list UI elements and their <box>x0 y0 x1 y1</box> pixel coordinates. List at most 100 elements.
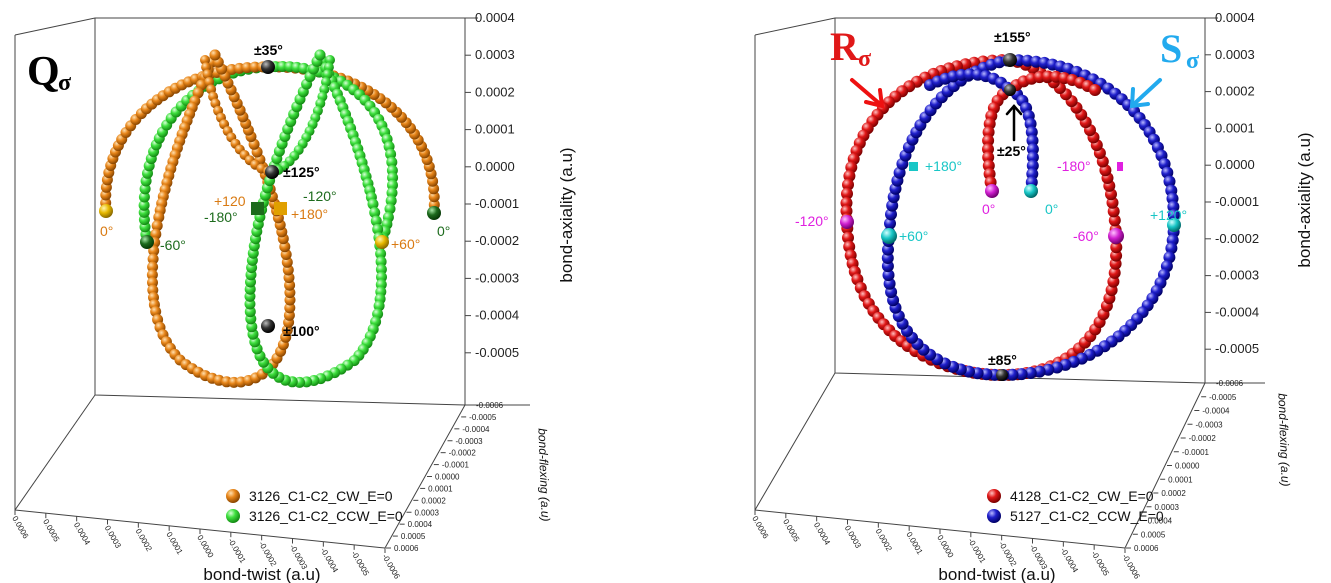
black-marker <box>261 60 275 74</box>
panel-left: Q σ ±35° ±125° ±100° 0° +60° +120 +180° … <box>10 10 576 583</box>
y-tick-label: 0.0006 <box>1134 544 1159 553</box>
annotation-black: ±85° <box>988 352 1017 368</box>
label-s-sub: σ <box>1186 48 1199 74</box>
x-tick-label: 0.0001 <box>164 530 184 556</box>
x-tick-label: -0.0004 <box>319 546 341 574</box>
z-tick-label: 0.0004 <box>1215 10 1255 25</box>
sphere-green <box>367 198 379 210</box>
z-tick-label: -0.0004 <box>1215 304 1259 319</box>
sphere-green <box>372 223 384 235</box>
annotation-green: -180° <box>204 209 238 225</box>
z-tick-label: 0.0000 <box>1215 157 1255 172</box>
y-tick-label: -0.0003 <box>456 437 484 446</box>
annotation-green: 0° <box>437 223 450 239</box>
z-tick-label: 0.0002 <box>1215 84 1255 99</box>
y-tick-label: -0.0003 <box>1196 420 1224 429</box>
darkgreen-marker <box>427 206 441 220</box>
legend-swatch <box>226 489 240 503</box>
legend-swatch <box>987 489 1001 503</box>
sphere-orange <box>202 69 213 80</box>
x-tick-label: 0.0002 <box>874 527 894 553</box>
annotation-green: -60° <box>160 237 186 253</box>
z-tick-label: 0.0000 <box>475 159 515 174</box>
sphere-blue <box>1165 242 1178 255</box>
x-axis-label: bond-twist (a.u) <box>203 565 320 583</box>
x-tick-label: 0.0004 <box>812 521 832 547</box>
y-axis-label: bond-flexing (a.u) <box>535 428 552 522</box>
z-tick-label: 0.0001 <box>1215 120 1255 135</box>
legend-label: 3126_C1-C2_CCW_E=0 <box>249 508 403 524</box>
black-marker <box>1003 53 1017 67</box>
panel-label-sub: σ <box>58 70 71 96</box>
black-marker <box>265 165 279 179</box>
annotation-cyan: +120° <box>1150 207 1187 223</box>
sphere-red <box>1110 249 1123 262</box>
annotation-black: ±100° <box>283 323 320 339</box>
markers-left <box>99 60 441 333</box>
y-tick-label: 0.0000 <box>435 473 460 482</box>
x-tick-label: 0.0000 <box>935 534 955 560</box>
z-tick-label: -0.0001 <box>1215 194 1259 209</box>
z-axis-ticks: 0.0004 0.0003 0.0002 0.0001 0.0000 -0.0001 -0.… <box>465 10 519 360</box>
legend-label: 4128_C1-C2_CW_E=0 <box>1010 488 1154 504</box>
yellow-marker <box>99 204 113 218</box>
z-tick-label: -0.0004 <box>475 308 519 323</box>
annotation-magenta: -180° <box>1057 158 1091 174</box>
z-tick-label: -0.0003 <box>475 270 519 285</box>
sphere-green <box>322 69 333 80</box>
sphere-orange <box>209 49 221 61</box>
sphere-orange <box>241 62 253 74</box>
x-axis-label: bond-twist (a.u) <box>938 565 1055 583</box>
sphere-orange <box>428 191 440 203</box>
sphere-orange <box>151 220 163 232</box>
x-tick-label: 0.0006 <box>750 515 770 541</box>
y-tick-label: 0.0001 <box>428 484 453 493</box>
panel-label-main: Q <box>27 49 60 95</box>
x-tick-label: 0.0002 <box>134 527 154 553</box>
y-tick-label: 0.0000 <box>1175 462 1200 471</box>
sphere-red <box>842 178 854 191</box>
arrow-black <box>1005 104 1023 142</box>
sphere-red <box>841 187 853 200</box>
z-tick-label: 0.0002 <box>475 84 515 99</box>
y-tick-label: -0.0004 <box>462 425 490 434</box>
y-tick-label: -0.0001 <box>1182 448 1210 457</box>
sphere-green <box>244 298 256 310</box>
black-marker <box>996 369 1008 381</box>
y-tick-label: -0.0006 <box>476 401 504 410</box>
z-tick-label: 0.0003 <box>1215 47 1255 62</box>
annotation-orange: 0° <box>100 223 113 239</box>
annotation-cyan: +60° <box>899 228 928 244</box>
z-tick-label: 0.0001 <box>475 122 515 137</box>
annotation-black: ±125° <box>283 164 320 180</box>
x-tick-label: -0.0005 <box>349 549 371 577</box>
y-tick-label: 0.0003 <box>1155 503 1180 512</box>
y-tick-label: 0.0004 <box>408 520 433 529</box>
sphere-orange <box>146 269 158 281</box>
y-tick-label: 0.0005 <box>1141 530 1166 539</box>
legend-label: 3126_C1-C2_CW_E=0 <box>249 488 393 504</box>
y-tick-label: 0.0004 <box>1148 517 1173 526</box>
sphere-blue <box>1026 151 1039 164</box>
panel-right: R σ S σ ±155° ±25° ±85° 0° -120° -180° -… <box>750 10 1314 583</box>
annotation-cyan: 0° <box>1045 201 1058 217</box>
magenta-square-marker <box>1117 162 1123 171</box>
cyan-square-marker <box>909 162 918 171</box>
z-tick-label: -0.0002 <box>475 233 519 248</box>
x-tick-label: 0.0005 <box>41 518 61 544</box>
sphere-green <box>386 187 398 199</box>
y-tick-label: 0.0001 <box>1168 475 1193 484</box>
x-tick-label: -0.0001 <box>966 537 988 565</box>
y-tick-label: -0.0001 <box>442 461 470 470</box>
sphere-green <box>384 203 396 215</box>
x-tick-label: 0.0005 <box>781 518 801 544</box>
z-axis-label: bond-axiality (a.u) <box>1295 132 1314 267</box>
y-axis-label: bond-flexing (a.u) <box>1275 393 1292 487</box>
sphere-red <box>982 134 995 147</box>
sphere-blue <box>885 208 897 221</box>
sphere-green <box>385 195 397 207</box>
legend-swatch <box>226 509 240 523</box>
x-tick-label: 0.0003 <box>843 524 863 550</box>
magenta-marker <box>985 184 999 198</box>
darkgreen-square-marker <box>251 202 264 215</box>
